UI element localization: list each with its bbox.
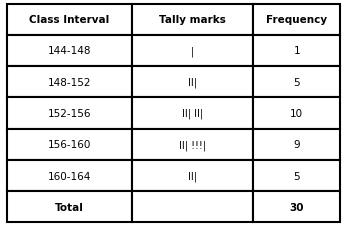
Bar (132, 98, 253, 129)
Text: Tally marks: Tally marks (159, 15, 226, 25)
Text: 144-148: 144-148 (48, 46, 91, 56)
Text: 152-156: 152-156 (48, 109, 91, 118)
Text: 148-152: 148-152 (48, 77, 91, 87)
Text: 5: 5 (294, 77, 300, 87)
Bar (132, 160, 253, 191)
Bar (132, 67, 253, 98)
Bar (132, 191, 253, 222)
Bar (132, 129, 253, 160)
Bar (7, 160, 132, 191)
Text: ӀӀ| !!!|: ӀӀ| !!!| (179, 139, 206, 150)
Text: ӀӀ| ӀӀ|: ӀӀ| ӀӀ| (182, 108, 203, 119)
Text: ӀӀ|: ӀӀ| (188, 170, 197, 181)
Bar (7, 129, 132, 160)
Bar (7, 191, 132, 222)
Bar (253, 160, 340, 191)
Bar (253, 98, 340, 129)
Text: 1: 1 (294, 46, 300, 56)
Text: 156-160: 156-160 (48, 140, 91, 150)
Text: Frequency: Frequency (266, 15, 327, 25)
Text: 160-164: 160-164 (48, 171, 91, 181)
Text: 9: 9 (294, 140, 300, 150)
Text: Class Interval: Class Interval (29, 15, 110, 25)
Bar (7, 98, 132, 129)
Bar (132, 5, 253, 36)
Text: 30: 30 (289, 202, 304, 212)
Bar (7, 5, 132, 36)
Bar (253, 5, 340, 36)
Bar (7, 36, 132, 67)
Bar (253, 191, 340, 222)
Text: 5: 5 (294, 171, 300, 181)
Bar (253, 67, 340, 98)
Bar (132, 36, 253, 67)
Text: ӀӀ|: ӀӀ| (188, 77, 197, 88)
Bar (7, 67, 132, 98)
Text: 10: 10 (290, 109, 303, 118)
Bar (253, 129, 340, 160)
Bar (253, 36, 340, 67)
Text: Total: Total (55, 202, 84, 212)
Text: |: | (191, 46, 194, 57)
